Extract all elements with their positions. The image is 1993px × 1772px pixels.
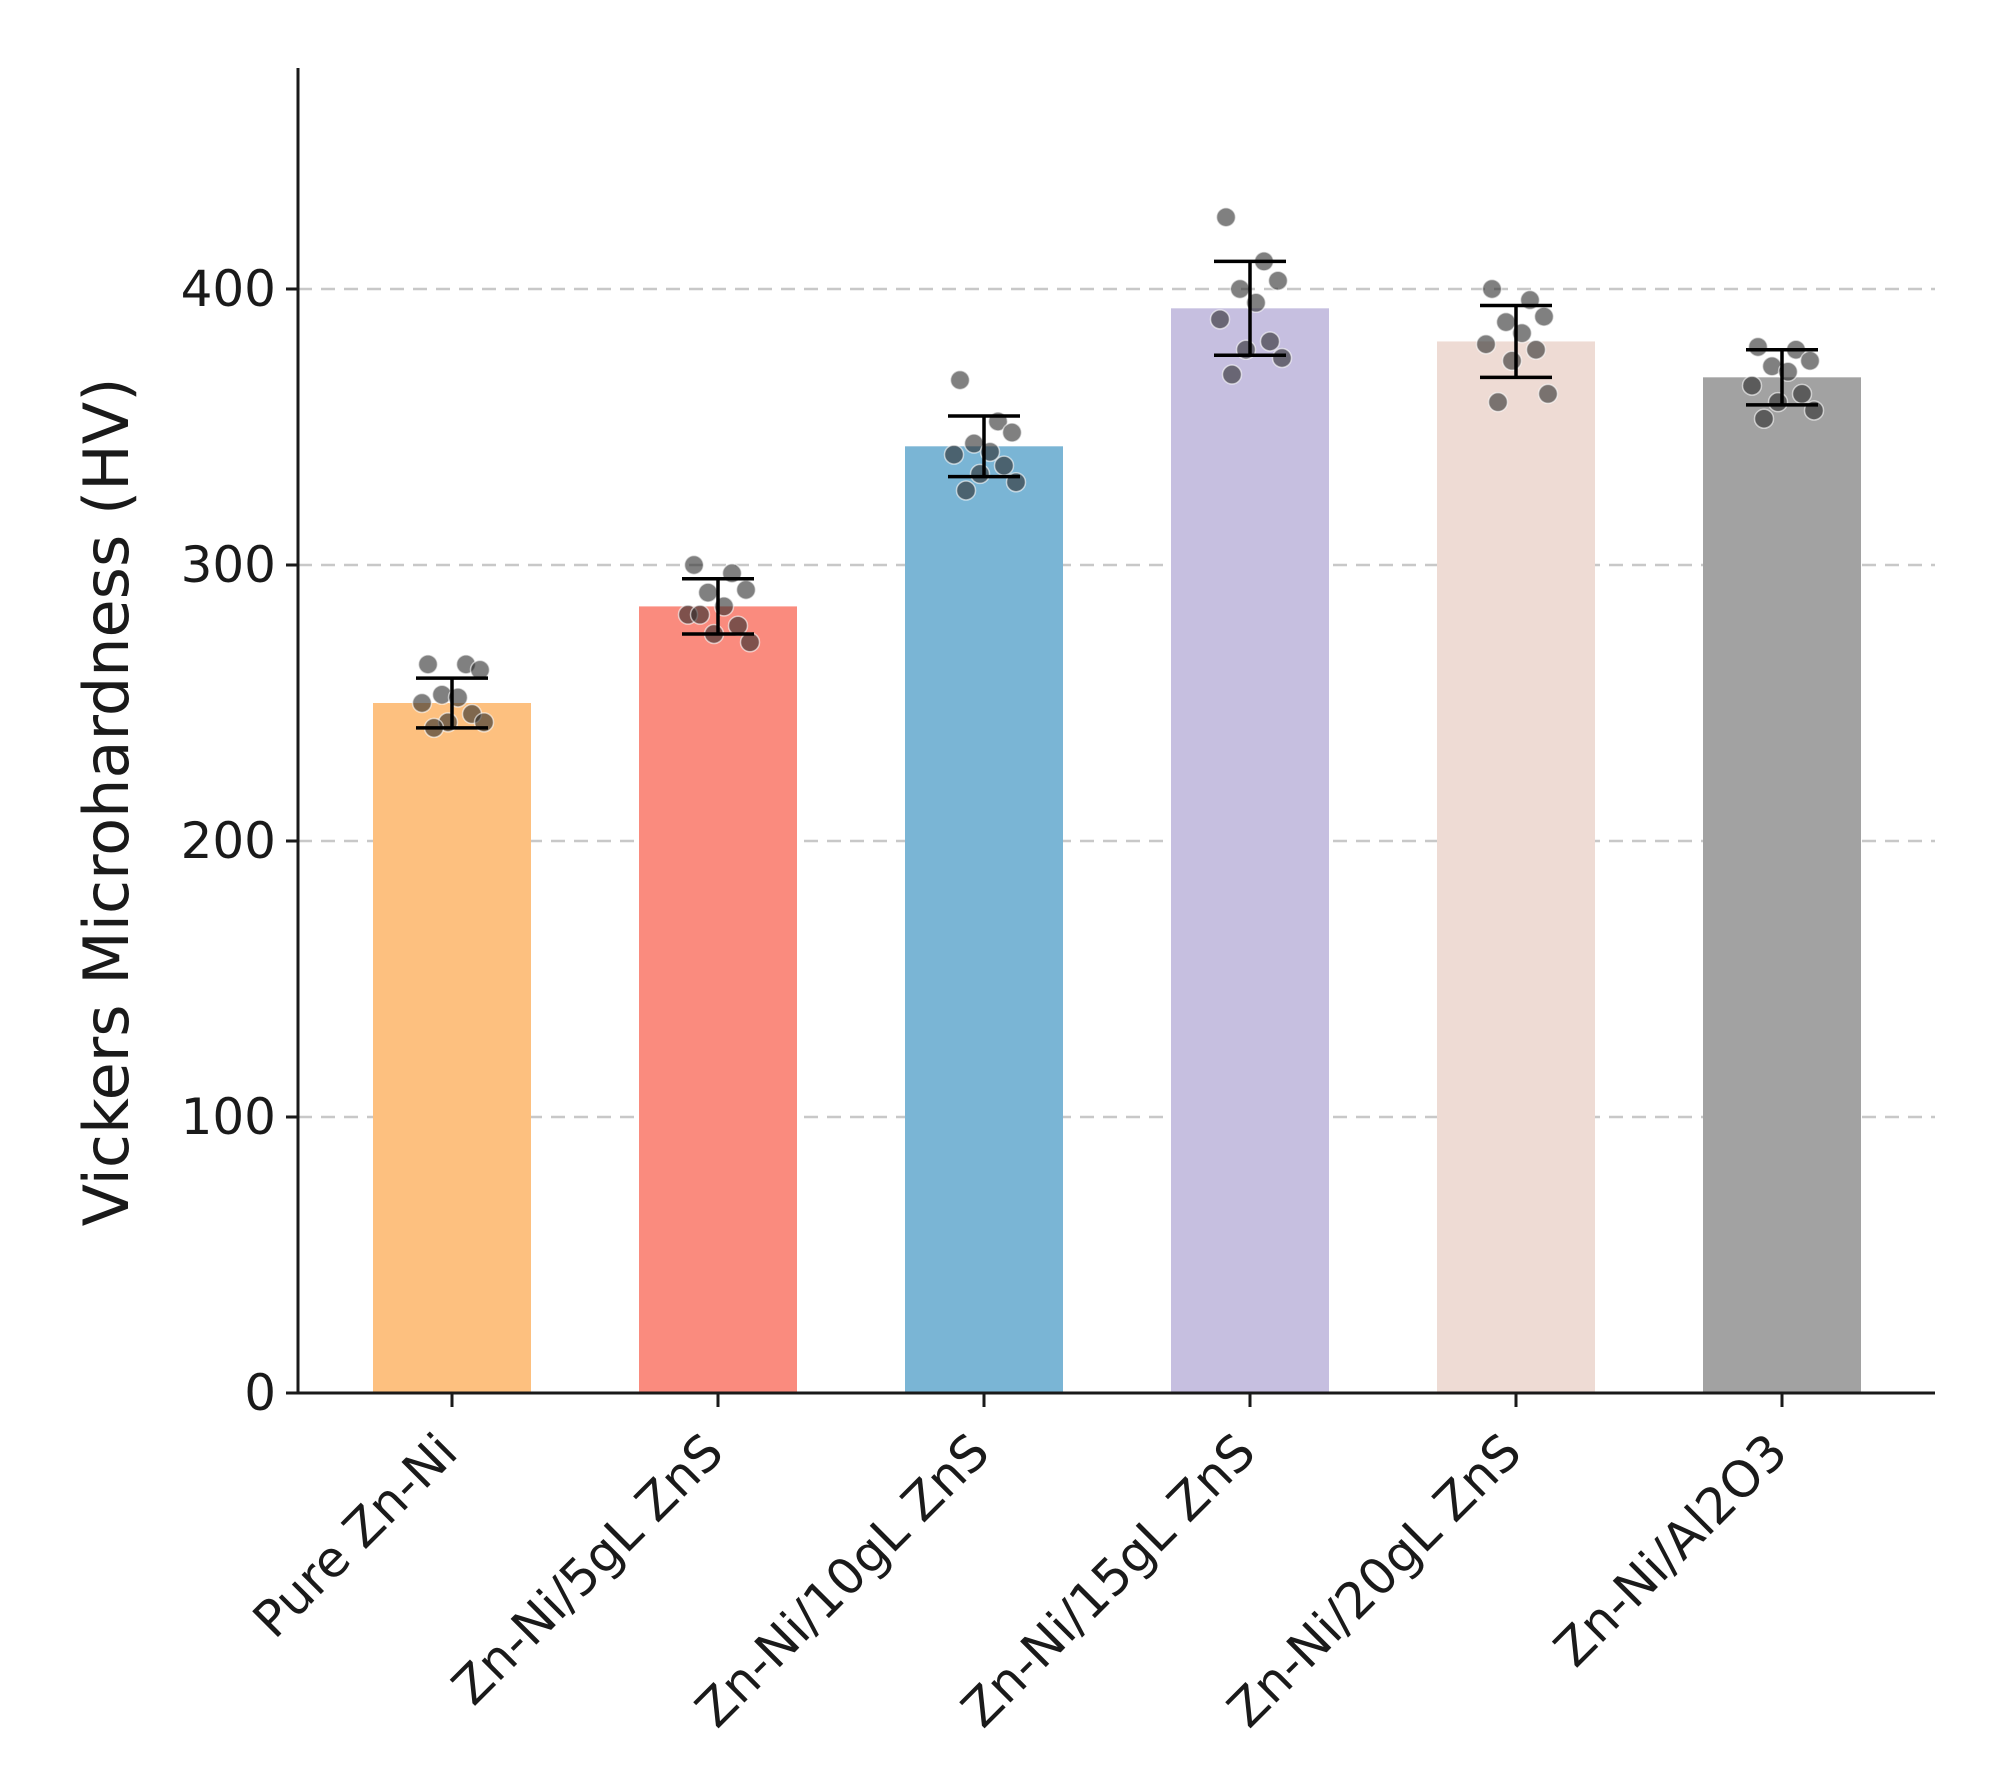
bar bbox=[1703, 377, 1861, 1393]
data-point bbox=[697, 582, 719, 603]
data-point bbox=[1533, 306, 1555, 327]
data-point bbox=[1799, 350, 1821, 372]
bar bbox=[1171, 308, 1329, 1393]
bar bbox=[905, 446, 1063, 1393]
data-point bbox=[1767, 391, 1789, 413]
data-point bbox=[1481, 278, 1503, 300]
data-point bbox=[1747, 336, 1769, 358]
bars bbox=[373, 308, 1861, 1394]
data-point bbox=[993, 455, 1015, 476]
data-point bbox=[1791, 383, 1813, 405]
bar bbox=[1437, 341, 1595, 1394]
data-point bbox=[1259, 331, 1281, 352]
y-tick-label: 100 bbox=[181, 1088, 276, 1146]
x-tick-label: Zn-Ni/20gL ZnS bbox=[1216, 1422, 1532, 1738]
data-point bbox=[683, 554, 705, 576]
data-point bbox=[1271, 347, 1293, 369]
y-tick-label: 0 bbox=[244, 1364, 276, 1422]
data-point bbox=[1267, 270, 1289, 291]
data-point bbox=[955, 480, 977, 501]
data-point bbox=[1525, 339, 1547, 360]
bar bbox=[373, 703, 531, 1393]
data-point bbox=[1495, 311, 1517, 333]
y-tick-label: 400 bbox=[181, 260, 276, 318]
data-point bbox=[1487, 391, 1509, 413]
data-point bbox=[735, 579, 757, 601]
error-bars bbox=[416, 259, 1818, 730]
data-point bbox=[1209, 309, 1231, 330]
data-point bbox=[1501, 350, 1523, 372]
x-tick-label: Zn-Ni/10gL ZnS bbox=[684, 1422, 1000, 1738]
y-tick-label: 300 bbox=[181, 536, 276, 594]
data-point bbox=[1753, 408, 1775, 429]
data-point bbox=[969, 463, 991, 485]
data-point bbox=[689, 604, 711, 625]
x-tick-label: Zn-Ni/5gL ZnS bbox=[441, 1422, 735, 1716]
y-tick-label: 200 bbox=[181, 812, 276, 870]
data-point bbox=[1001, 422, 1023, 443]
y-axis-title: Vickers Microhardness (HV) bbox=[70, 378, 143, 1227]
x-tick-label: Pure Zn-Ni bbox=[242, 1422, 469, 1649]
bar bbox=[639, 606, 797, 1393]
x-tick-label: Zn-Ni/15gL ZnS bbox=[950, 1422, 1266, 1738]
data-point bbox=[1221, 364, 1243, 385]
data-point bbox=[943, 444, 965, 465]
data-point bbox=[1475, 333, 1497, 355]
data-point bbox=[1741, 375, 1763, 396]
gridlines bbox=[298, 287, 1935, 1119]
scatter-points bbox=[411, 206, 1825, 739]
data-point bbox=[417, 654, 439, 675]
data-point bbox=[1537, 383, 1559, 405]
data-point bbox=[411, 692, 433, 714]
x-tick-label: Zn-Ni/Al2O3 bbox=[1543, 1422, 1798, 1677]
data-point bbox=[1229, 278, 1251, 300]
data-point bbox=[949, 369, 971, 391]
data-point bbox=[1215, 206, 1237, 228]
